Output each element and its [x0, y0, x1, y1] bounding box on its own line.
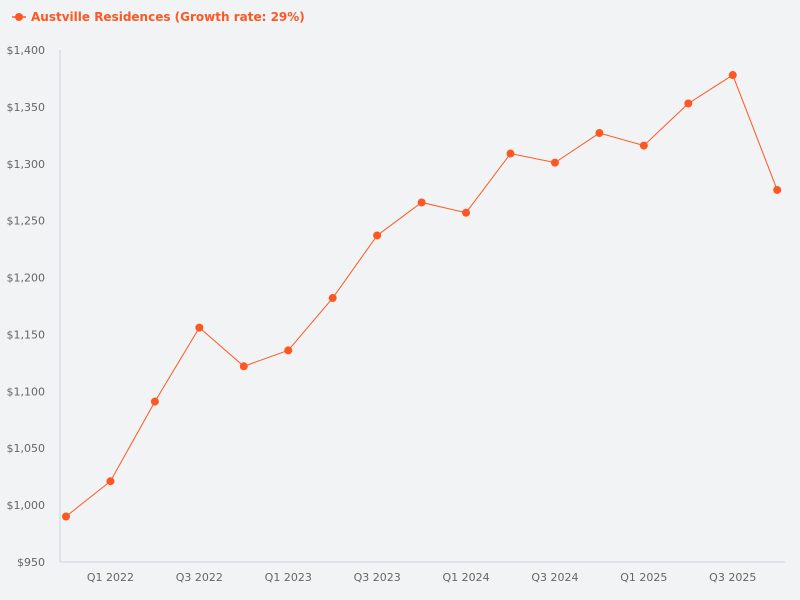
data-point[interactable] — [62, 512, 70, 521]
x-tick-label: Q3 2025 — [709, 571, 756, 584]
data-point[interactable] — [506, 149, 515, 158]
data-point[interactable] — [284, 346, 293, 355]
x-tick-label: Q3 2023 — [354, 571, 401, 584]
y-tick-label: $950 — [17, 556, 45, 569]
y-tick-label: $1,250 — [7, 215, 46, 228]
x-tick-label: Q3 2024 — [531, 571, 578, 584]
data-point[interactable] — [595, 129, 604, 138]
data-point[interactable] — [373, 231, 382, 240]
data-point[interactable] — [639, 141, 648, 150]
data-point[interactable] — [773, 185, 782, 194]
y-tick-label: $1,150 — [7, 328, 46, 341]
data-point[interactable] — [106, 477, 115, 486]
legend-label: Austville Residences (Growth rate: 29%) — [31, 10, 305, 24]
y-tick-label: $1,050 — [7, 442, 46, 455]
data-point[interactable] — [328, 294, 337, 303]
x-tick-label: Q1 2022 — [87, 571, 134, 584]
data-point[interactable] — [550, 158, 559, 167]
legend-marker-icon — [15, 13, 23, 21]
y-tick-label: $1,400 — [7, 44, 46, 57]
data-point[interactable] — [239, 362, 248, 371]
y-tick-label: $1,100 — [7, 385, 46, 398]
legend[interactable]: Austville Residences (Growth rate: 29%) — [12, 10, 305, 24]
x-tick-label: Q1 2023 — [265, 571, 312, 584]
data-point[interactable] — [684, 99, 693, 108]
x-tick-label: Q1 2024 — [442, 571, 489, 584]
data-point[interactable] — [417, 198, 426, 207]
data-point[interactable] — [150, 397, 159, 406]
y-tick-label: $1,350 — [7, 101, 46, 114]
y-tick-label: $1,000 — [7, 499, 46, 512]
x-tick-label: Q3 2022 — [176, 571, 223, 584]
y-tick-label: $1,300 — [7, 158, 46, 171]
data-point[interactable] — [728, 71, 737, 80]
data-point[interactable] — [195, 323, 204, 332]
x-tick-label: Q1 2025 — [620, 571, 667, 584]
data-point[interactable] — [462, 208, 471, 217]
y-tick-label: $1,200 — [7, 272, 46, 285]
series-line — [65, 74, 778, 517]
